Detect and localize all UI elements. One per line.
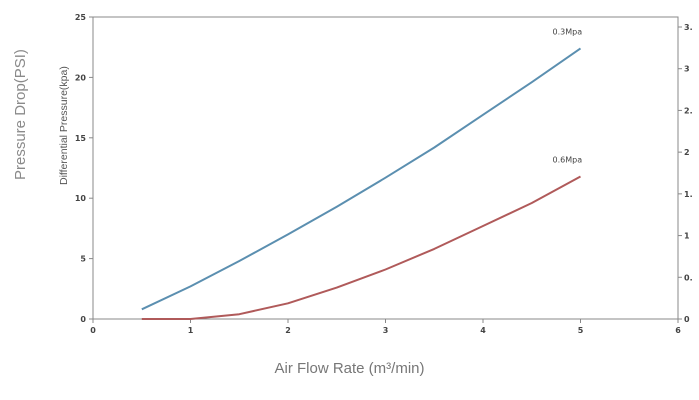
x-tick-label: 6 <box>675 326 681 335</box>
y-axis-label: Pressure Drop(PSI) <box>12 49 29 180</box>
y-axis-inner-label: Differential Pressure(kpa) <box>58 66 70 185</box>
x-tick-label: 4 <box>480 326 486 335</box>
series-label-1: 0.6Mpa <box>553 155 583 164</box>
y2-tick-label: 0. <box>684 273 693 282</box>
series-labels: 0.3Mpa 0.6Mpa <box>553 27 583 164</box>
plot-frame <box>92 16 679 320</box>
y2-tick-label: 2. <box>684 106 693 115</box>
y-tick-label: 15 <box>75 134 87 143</box>
series-line-0 <box>141 47 582 311</box>
y-axis-ticks: 0 5 10 15 20 25 <box>75 13 93 324</box>
x-tick-label: 3 <box>383 326 389 335</box>
y-tick-label: 10 <box>75 194 87 203</box>
y-tick-label: 5 <box>80 255 86 264</box>
y2-tick-label: 0 <box>684 315 690 324</box>
series-line-1 <box>141 175 581 320</box>
y2-tick-label: 1 <box>684 232 690 241</box>
y-tick-label: 25 <box>75 13 87 22</box>
y2-tick-label: 3 <box>684 65 690 74</box>
y-tick-label: 0 <box>80 315 86 324</box>
x-tick-label: 1 <box>188 326 194 335</box>
y-tick-label: 20 <box>75 73 87 82</box>
series-lines <box>141 47 582 320</box>
y2-tick-label: 2 <box>684 148 690 157</box>
x-tick-label: 2 <box>285 326 291 335</box>
y2-axis-ticks: 0 0. 1 1. 2 2. 3 3. <box>678 23 693 324</box>
x-axis-ticks: 0 1 2 3 4 5 6 <box>90 319 681 335</box>
series-label-0: 0.3Mpa <box>553 27 583 36</box>
x-tick-label: 5 <box>578 326 584 335</box>
y2-tick-label: 1. <box>684 190 693 199</box>
y2-tick-label: 3. <box>684 23 693 32</box>
x-tick-label: 0 <box>90 326 96 335</box>
x-axis-label: Air Flow Rate (m³/min) <box>274 360 425 377</box>
